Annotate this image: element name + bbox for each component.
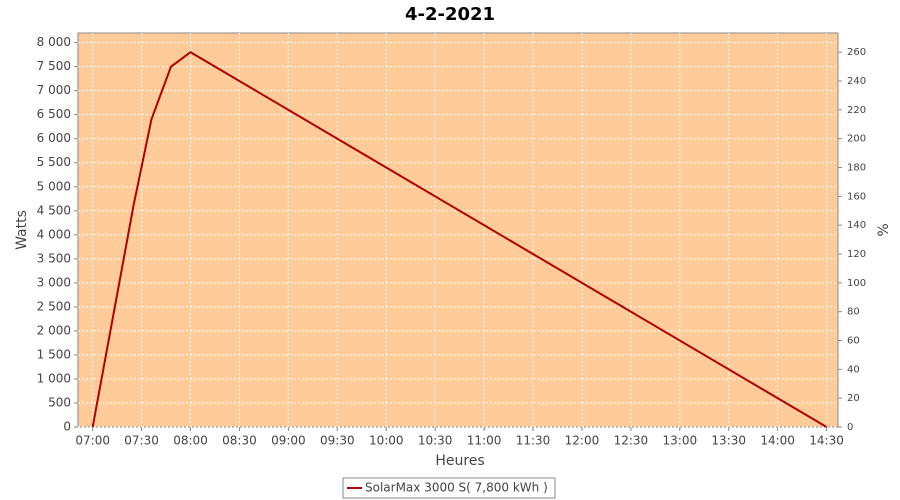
y-tick-label: 6 000 xyxy=(37,131,71,145)
x-tick-label: 07:30 xyxy=(124,434,159,448)
y-tick-label: 3 000 xyxy=(37,275,71,289)
y-tick-label: 3 500 xyxy=(37,251,71,265)
y2-tick-label: 20 xyxy=(847,393,860,404)
x-tick-label: 12:00 xyxy=(565,434,600,448)
x-tick-label: 10:00 xyxy=(369,434,404,448)
legend-label: SolarMax 3000 S( 7,800 kWh ) xyxy=(365,481,548,495)
y2-tick-label: 180 xyxy=(847,163,866,174)
x-tick-label: 14:00 xyxy=(760,434,795,448)
y2-tick-label: 120 xyxy=(847,249,866,260)
y2-tick-label: 160 xyxy=(847,191,866,202)
data-line xyxy=(91,51,828,428)
x-tick-label: 11:30 xyxy=(516,434,551,448)
legend-box xyxy=(342,477,556,499)
x-axis-title: Heures xyxy=(435,453,484,469)
y-tick-label: 2 000 xyxy=(37,323,71,337)
x-tick-label: 13:00 xyxy=(663,434,698,448)
y-tick-label: 6 500 xyxy=(37,107,71,121)
y2-tick-label: 140 xyxy=(847,220,866,231)
y-tick-label: 8 000 xyxy=(37,35,71,49)
y2-tick-label: 100 xyxy=(847,278,866,289)
x-tick-label: 08:00 xyxy=(173,434,208,448)
y-axis-title: Watts xyxy=(14,210,30,250)
y-tick-label: 7 000 xyxy=(37,83,71,97)
y-tick-label: 4 000 xyxy=(37,227,71,241)
y-tick-label: 7 500 xyxy=(37,59,71,73)
y2-axis-title: % xyxy=(876,223,892,236)
x-tick-label: 11:00 xyxy=(467,434,502,448)
x-tick-label: 14:30 xyxy=(809,434,844,448)
y2-tick-label: 80 xyxy=(847,307,860,318)
y-tick-label: 1 000 xyxy=(37,371,71,385)
x-tick-label: 09:30 xyxy=(320,434,355,448)
y-tick-label: 500 xyxy=(48,395,71,409)
y2-tick-label: 0 xyxy=(847,422,853,433)
y2-tick-label: 200 xyxy=(847,134,866,145)
x-tick-label: 13:30 xyxy=(711,434,746,448)
x-tick-label: 09:00 xyxy=(271,434,306,448)
x-tick-label: 08:30 xyxy=(222,434,257,448)
x-tick-label: 10:30 xyxy=(418,434,453,448)
y2-tick-label: 220 xyxy=(847,105,866,116)
y2-tick-label: 260 xyxy=(847,47,866,58)
chart-title: 4-2-2021 xyxy=(405,4,495,25)
plot-area xyxy=(77,32,839,428)
x-tick-label: 07:00 xyxy=(75,434,110,448)
y2-tick-label: 240 xyxy=(847,76,866,87)
y-tick-label: 5 000 xyxy=(37,179,71,193)
y-tick-label: 2 500 xyxy=(37,299,71,313)
x-tick-label: 12:30 xyxy=(614,434,649,448)
y-tick-label: 0 xyxy=(63,420,71,434)
y2-tick-label: 40 xyxy=(847,364,860,375)
y-tick-label: 1 500 xyxy=(37,347,71,361)
y-tick-label: 4 500 xyxy=(37,203,71,217)
y2-tick-label: 60 xyxy=(847,336,860,347)
y-tick-label: 5 500 xyxy=(37,155,71,169)
